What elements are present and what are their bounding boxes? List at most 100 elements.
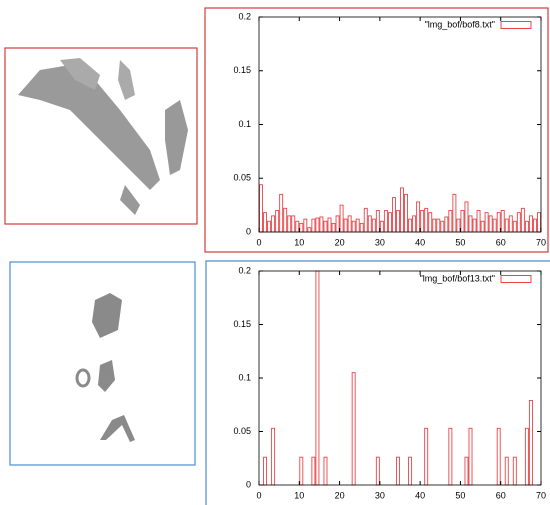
x-tick-label: 10 xyxy=(294,237,304,247)
bar xyxy=(516,212,521,233)
bar xyxy=(299,222,304,233)
bar xyxy=(537,212,541,233)
x-tick-label: 30 xyxy=(375,237,385,247)
y-tick-label: 0.05 xyxy=(233,173,251,183)
x-tick-label: 0 xyxy=(256,237,261,247)
y-tick-label: 0.1 xyxy=(238,119,251,129)
bar xyxy=(424,207,429,233)
bar xyxy=(504,218,509,233)
bar xyxy=(408,218,413,233)
y-tick-label: 0.1 xyxy=(238,372,251,382)
bar xyxy=(448,210,453,233)
bar xyxy=(383,210,388,233)
bar xyxy=(524,220,529,233)
bar xyxy=(311,456,316,486)
bar xyxy=(440,220,445,233)
bar xyxy=(287,215,292,233)
bar xyxy=(363,207,368,233)
legend-label: "lmg_bof/bof8.txt" xyxy=(425,19,495,29)
bar xyxy=(375,456,380,486)
bar xyxy=(343,218,348,233)
y-tick-label: 0 xyxy=(246,226,251,236)
y-tick-label: 0.15 xyxy=(233,319,251,329)
bar xyxy=(351,220,356,233)
bar xyxy=(496,427,501,486)
image-top xyxy=(4,47,198,225)
bar xyxy=(528,400,533,486)
bar xyxy=(275,210,280,233)
bar xyxy=(319,216,324,233)
bar xyxy=(492,218,497,233)
bar xyxy=(496,212,501,233)
bar xyxy=(412,215,417,233)
bar xyxy=(387,212,392,233)
bar xyxy=(347,215,352,233)
bar xyxy=(271,215,276,233)
y-tick-label: 0.2 xyxy=(238,11,251,21)
bar xyxy=(295,220,300,233)
x-tick-label: 20 xyxy=(335,237,345,247)
x-tick-label: 60 xyxy=(496,237,506,247)
image-bottom xyxy=(9,261,196,466)
x-tick-label: 40 xyxy=(415,237,425,247)
legend-swatch xyxy=(500,275,532,283)
bar xyxy=(448,427,453,486)
bar xyxy=(371,218,376,233)
bar xyxy=(323,456,328,486)
bar xyxy=(299,456,304,486)
bar xyxy=(532,218,537,233)
x-tick-label: 50 xyxy=(455,237,465,247)
bar xyxy=(391,197,396,233)
bar xyxy=(267,220,272,233)
bar xyxy=(524,427,529,486)
bar xyxy=(404,193,409,233)
y-tick-label: 0 xyxy=(246,479,251,489)
bar xyxy=(468,427,473,486)
bar xyxy=(464,201,469,233)
legend-label: "lmg_bof/bof13.txt" xyxy=(420,273,495,283)
bar xyxy=(452,193,457,233)
bar xyxy=(367,215,372,233)
bar xyxy=(460,210,465,233)
bar xyxy=(396,210,400,233)
bar xyxy=(484,212,489,233)
x-tick-label: 0 xyxy=(256,490,261,500)
bar xyxy=(480,220,485,233)
chart-frame xyxy=(204,7,549,253)
bar xyxy=(400,187,404,233)
bar xyxy=(508,215,513,233)
bar xyxy=(504,456,509,486)
bar xyxy=(355,218,360,233)
bar xyxy=(311,218,316,233)
bar xyxy=(263,456,268,486)
bar xyxy=(303,218,308,233)
x-tick-label: 70 xyxy=(536,237,546,247)
bar xyxy=(375,210,380,233)
bar xyxy=(420,210,425,233)
bar xyxy=(428,212,433,233)
bar xyxy=(291,215,296,233)
bar xyxy=(379,220,384,233)
plot-border xyxy=(258,270,542,486)
bar xyxy=(500,210,505,233)
legend-swatch xyxy=(500,21,532,29)
bar xyxy=(528,215,533,233)
bar xyxy=(444,216,449,233)
bar xyxy=(327,217,332,233)
x-tick-label: 70 xyxy=(536,490,546,500)
bar xyxy=(396,456,400,486)
bar xyxy=(476,210,481,233)
x-tick-label: 60 xyxy=(496,490,506,500)
bar xyxy=(432,218,437,233)
y-tick-label: 0.2 xyxy=(238,265,251,275)
x-tick-label: 30 xyxy=(375,490,385,500)
bar xyxy=(339,204,344,233)
bar xyxy=(424,427,429,486)
y-tick-label: 0.15 xyxy=(233,65,251,75)
bar xyxy=(351,372,356,486)
bar xyxy=(315,270,320,486)
chart-frame xyxy=(205,260,550,505)
bar xyxy=(468,215,473,233)
